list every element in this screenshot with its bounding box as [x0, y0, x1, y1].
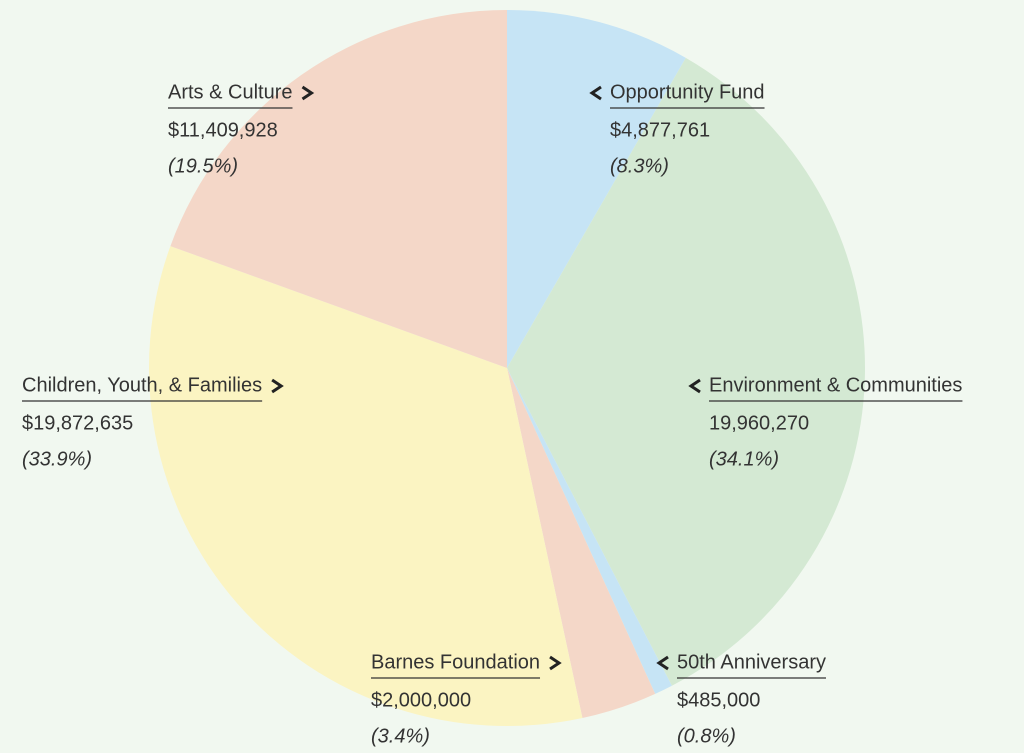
percent-label: (0.8%): [677, 725, 736, 747]
pie-slice: [170, 10, 507, 368]
value-label: $485,000: [677, 689, 760, 711]
percent-label: (8.3%): [610, 155, 669, 177]
slice-label: Barnes Foundation: [371, 651, 540, 673]
percent-label: (3.4%): [371, 725, 430, 747]
value-label: $19,872,635: [22, 412, 133, 434]
chevron: [271, 378, 284, 394]
pie-slice: [507, 10, 686, 368]
slice-label: Opportunity Fund: [610, 81, 765, 103]
percent-label: (34.1%): [709, 448, 779, 470]
chevron: [656, 655, 669, 671]
chevron: [589, 85, 602, 101]
value-label: $11,409,928: [168, 119, 278, 141]
value-label: $4,877,761: [610, 119, 710, 141]
value-label: 19,960,270: [709, 412, 809, 434]
percent-label: (33.9%): [22, 448, 92, 470]
slice-label: Children, Youth, & Families: [22, 374, 262, 396]
value-label: $2,000,000: [371, 689, 471, 711]
pie-slice: [507, 368, 672, 694]
slice-label: Arts & Culture: [168, 81, 292, 103]
slice-label: 50th Anniversary: [677, 651, 826, 673]
pie-slice: [507, 368, 656, 718]
pie-slice: [507, 57, 865, 686]
percent-label: (19.5%): [168, 155, 238, 177]
slice-label: Environment & Communities: [709, 374, 962, 396]
chevron: [549, 655, 562, 671]
chevron: [301, 85, 315, 101]
chevron: [688, 378, 701, 394]
pie-slice: [149, 246, 583, 726]
